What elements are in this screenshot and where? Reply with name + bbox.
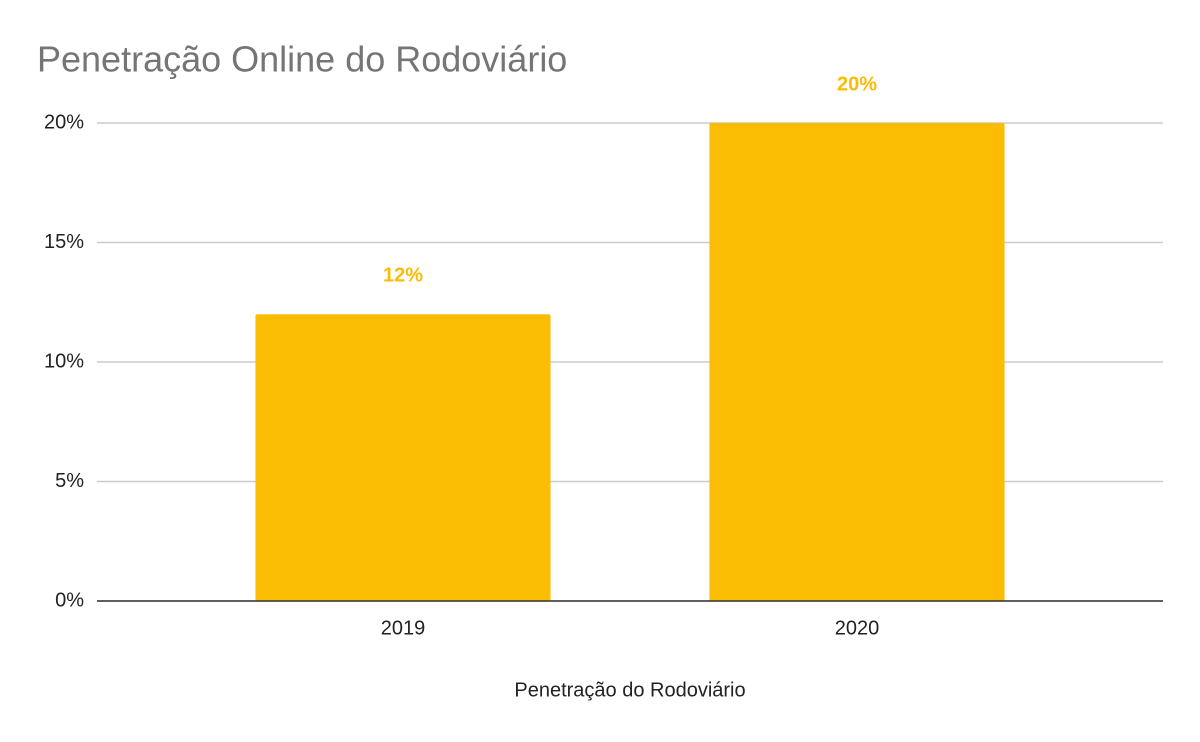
y-tick-label: 15% — [44, 231, 84, 253]
data-label: 12% — [383, 264, 423, 286]
chart-title: Penetração Online do Rodoviário — [37, 39, 567, 80]
x-axis-title: Penetração do Rodoviário — [514, 679, 745, 701]
y-tick-label: 10% — [44, 350, 84, 372]
x-tick-label: 2019 — [381, 617, 426, 639]
y-tick-label: 5% — [55, 470, 84, 492]
y-tick-label: 0% — [55, 589, 84, 611]
data-label: 20% — [837, 73, 877, 95]
x-tick-label: 2020 — [835, 617, 880, 639]
bar — [255, 314, 551, 601]
bar — [709, 123, 1005, 601]
y-tick-label: 20% — [44, 111, 84, 133]
